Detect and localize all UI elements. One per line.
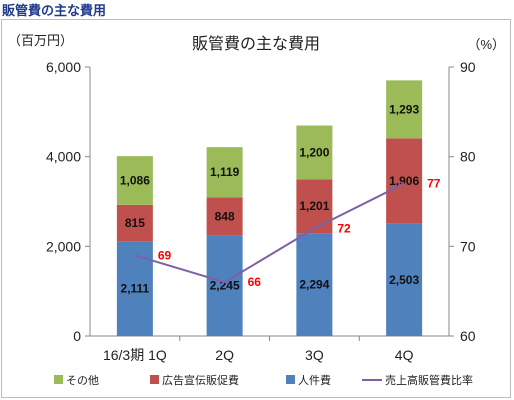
legend-label: 売上高販管費比率 — [385, 373, 473, 387]
category-label: 16/3期 1Q — [103, 347, 167, 363]
left-tick-label: 4,000 — [46, 149, 81, 165]
category-label: 2Q — [215, 347, 234, 363]
ratio-value-label: 77 — [427, 177, 441, 191]
chart-frame: 販管費の主な費用 （百万円） （%） 0 2,000 4,000 6,000 60 70 8… — [1, 19, 511, 398]
bar-segment — [206, 147, 243, 198]
bar-value-label: 1,200 — [299, 145, 329, 159]
bar-segment — [296, 125, 333, 180]
page-heading: 販管費の主な費用 — [2, 3, 107, 18]
bar-value-label: 2,111 — [121, 282, 150, 296]
bar-value-label: 2,503 — [389, 273, 419, 287]
right-tick-label: 60 — [460, 328, 476, 344]
left-tick-label: 6,000 — [46, 59, 81, 75]
plot-area: 0 2,000 4,000 6,000 60 70 80 90 16/3期 1Q 2Q 3Q 4Q 2,… — [46, 59, 476, 363]
legend-swatch — [286, 375, 295, 384]
bar-segment — [206, 197, 243, 236]
ratio-value-label: 72 — [337, 221, 351, 235]
bar-segment — [116, 204, 153, 242]
category-label: 3Q — [305, 347, 324, 363]
bar-value-label: 1,119 — [210, 165, 240, 179]
bar-segment — [386, 223, 423, 336]
left-tick-label: 0 — [73, 328, 81, 344]
right-tick-label: 80 — [460, 149, 476, 165]
bar-segment — [116, 241, 153, 336]
legend-swatch — [54, 375, 63, 384]
bar-value-label: 1,293 — [389, 102, 419, 116]
legend-label: 人件費 — [298, 373, 331, 387]
bar-value-label: 1,086 — [120, 173, 150, 187]
bar-segment — [386, 138, 423, 224]
bar-value-label: 2,245 — [210, 279, 240, 293]
chart-title: 販管費の主な費用 — [192, 35, 320, 53]
right-tick-label: 70 — [460, 238, 476, 254]
legend-label: 広告宣伝販促費 — [162, 373, 239, 387]
right-axis-unit: （%） — [467, 37, 505, 52]
legend-swatch — [150, 375, 159, 384]
ratio-value-label: 66 — [248, 275, 262, 289]
legend: その他 広告宣伝販促費 人件費 売上高販管費比率 — [54, 373, 473, 387]
legend-label: その他 — [66, 374, 99, 387]
bar-value-label: 1,906 — [389, 174, 419, 188]
bar-value-label: 848 — [215, 209, 235, 223]
right-tick-label: 90 — [460, 59, 476, 75]
bar-segment — [386, 80, 423, 139]
bar-segment — [296, 233, 333, 336]
bar-segment — [296, 179, 333, 234]
bar-value-label: 1,201 — [299, 199, 329, 213]
bar-segment — [206, 235, 243, 336]
bar-value-label: 815 — [125, 216, 145, 230]
ratio-value-label: 69 — [158, 248, 172, 262]
ratio-line — [134, 182, 405, 284]
sga-expense-chart: 販管費の主な費用 （百万円） （%） 0 2,000 4,000 6,000 60 70 8… — [8, 33, 505, 387]
left-axis-unit: （百万円） — [8, 33, 73, 48]
left-tick-label: 2,000 — [46, 238, 81, 254]
bar-value-label: 2,294 — [299, 278, 329, 292]
category-label: 4Q — [395, 347, 414, 363]
bar-segment — [116, 156, 153, 205]
